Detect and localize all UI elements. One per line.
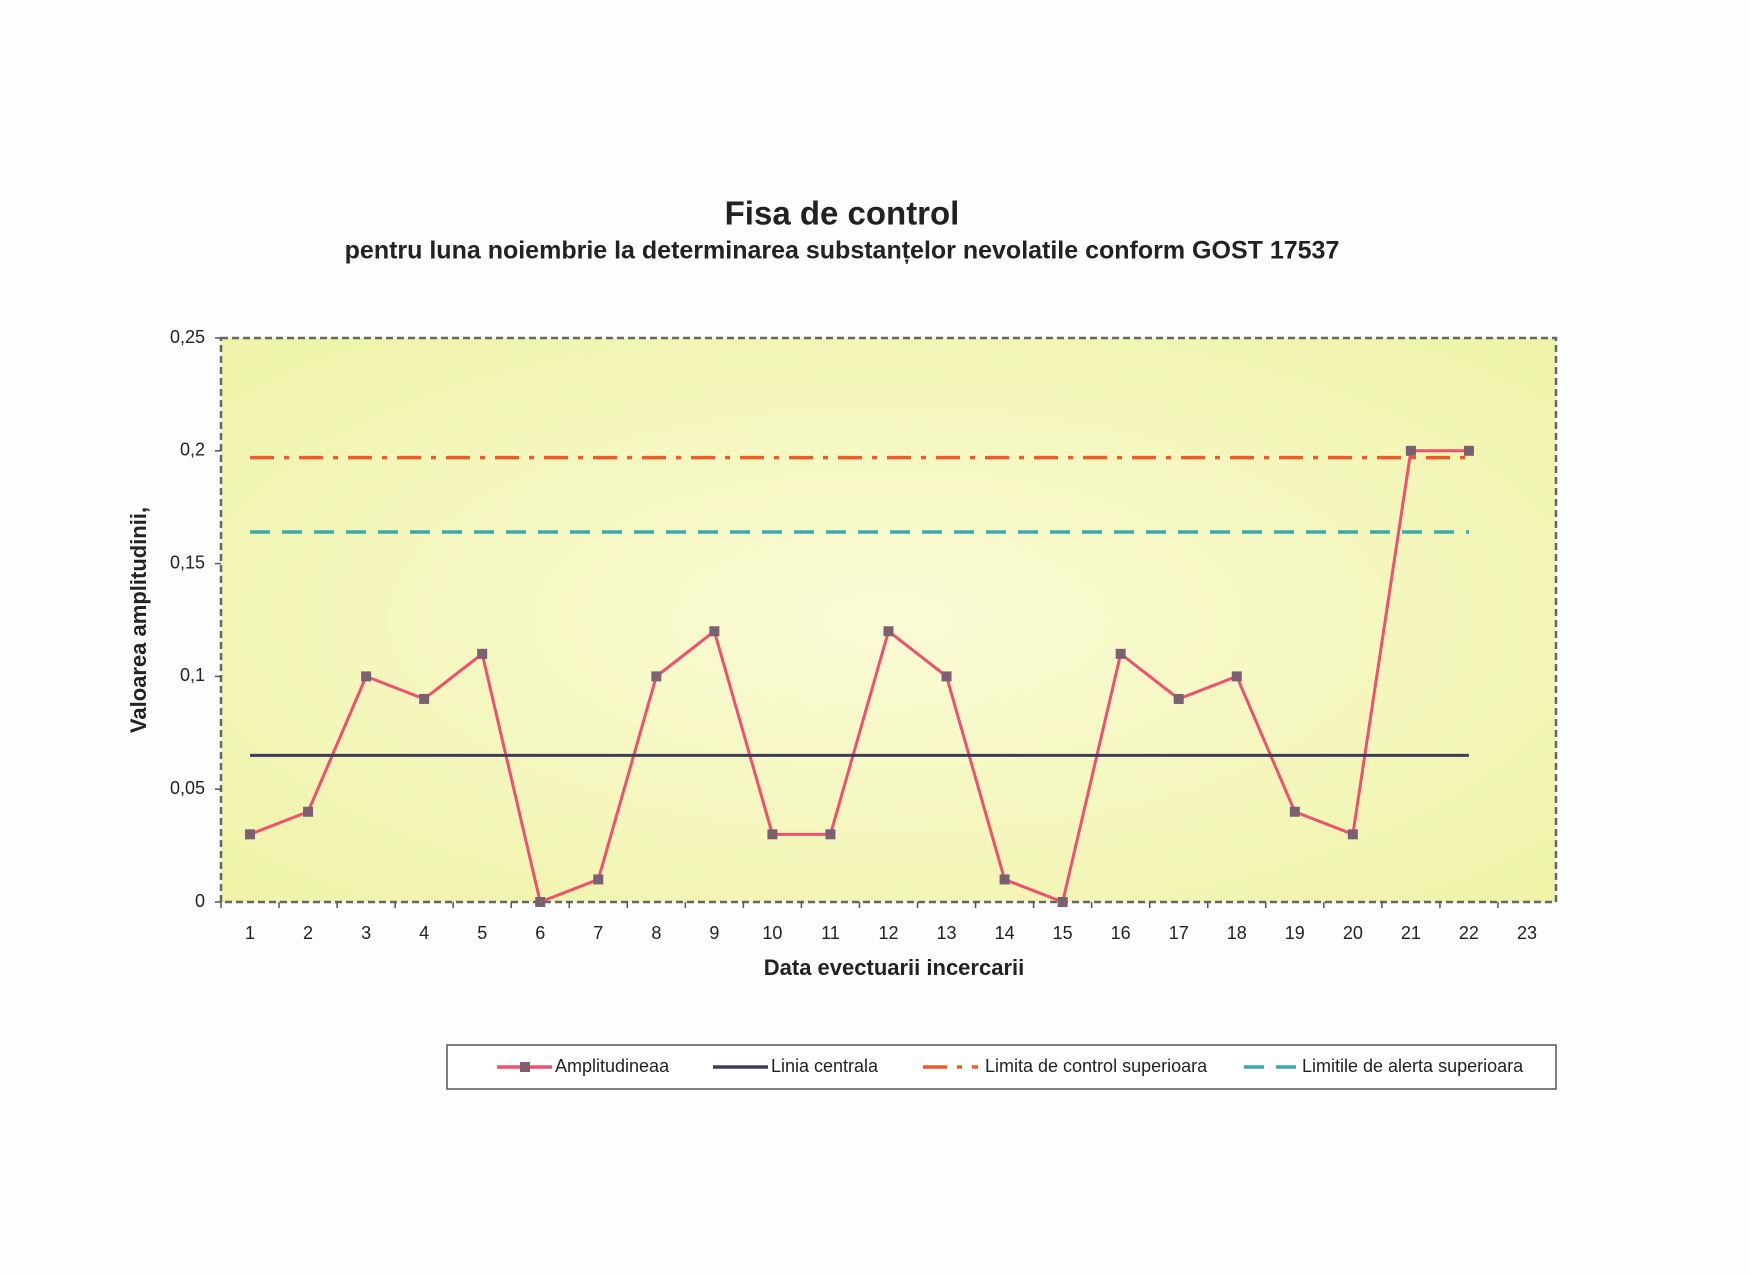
plot-area — [219, 336, 1558, 904]
y-tick-label: 0,1 — [180, 665, 205, 685]
x-tick-label: 9 — [709, 923, 719, 943]
y-axis-label: Valoarea amplitudinii, — [126, 507, 151, 733]
y-tick-label: 0,05 — [170, 778, 205, 798]
x-tick-label: 13 — [937, 923, 957, 943]
series-line — [249, 449, 1469, 905]
point-marker — [1173, 693, 1184, 704]
x-tick-label: 1 — [245, 923, 255, 943]
x-tick-label: 3 — [361, 923, 371, 943]
x-tick-label: 12 — [878, 923, 898, 943]
x-tick-label: 17 — [1169, 923, 1189, 943]
x-tick-label: 18 — [1227, 923, 1247, 943]
legend-label: Linia centrala — [771, 1056, 879, 1076]
point-marker — [1115, 648, 1126, 659]
y-tick-label: 0,15 — [170, 552, 205, 572]
point-marker — [593, 874, 604, 885]
point-marker — [361, 671, 372, 682]
x-tick-label: 4 — [419, 923, 429, 943]
legend-label: Limita de control superioara — [985, 1056, 1208, 1076]
point-marker — [1289, 806, 1300, 817]
x-tick-label: 15 — [1053, 923, 1073, 943]
x-tick-label: 23 — [1517, 923, 1537, 943]
point-marker — [1405, 445, 1416, 456]
chart-title: Fisa de control — [725, 195, 960, 232]
point-marker — [245, 829, 256, 840]
x-tick-label: 8 — [651, 923, 661, 943]
x-tick-label: 7 — [593, 923, 603, 943]
point-marker — [651, 671, 662, 682]
legend-label: Limitile de alerta superioara — [1302, 1056, 1524, 1076]
chart-subtitle: pentru luna noiembrie la determinarea su… — [345, 237, 1340, 265]
x-tick-label: 14 — [995, 923, 1015, 943]
point-marker — [883, 626, 894, 637]
x-tick-label: 19 — [1285, 923, 1305, 943]
x-tick-label: 5 — [477, 923, 487, 943]
x-tick-label: 20 — [1343, 923, 1363, 943]
x-tick-label: 10 — [762, 923, 782, 943]
y-tick-label: 0 — [195, 891, 205, 911]
point-marker — [1057, 897, 1068, 907]
point-marker — [999, 874, 1010, 885]
legend-marker — [520, 1062, 530, 1072]
point-marker — [1347, 829, 1358, 840]
point-marker — [941, 671, 952, 682]
x-tick-label: 21 — [1401, 923, 1421, 943]
point-marker — [303, 806, 314, 817]
x-tick-label: 16 — [1111, 923, 1131, 943]
x-axis-label: Data evectuarii incercarii — [764, 955, 1024, 980]
point-marker — [477, 648, 488, 659]
point-marker — [1231, 671, 1242, 682]
x-tick-label: 2 — [303, 923, 313, 943]
x-tick-label: 22 — [1459, 923, 1479, 943]
point-marker — [535, 897, 546, 907]
point-marker — [825, 829, 836, 840]
x-tick-label: 11 — [821, 923, 840, 943]
legend-label: Amplitudineaa — [555, 1056, 670, 1076]
y-tick-label: 0,2 — [180, 440, 205, 460]
legend-box — [446, 1044, 1557, 1090]
point-marker — [767, 829, 778, 840]
point-marker — [1463, 445, 1474, 456]
y-tick-label: 0,25 — [170, 327, 205, 347]
point-marker — [709, 626, 720, 637]
x-tick-label: 6 — [535, 923, 545, 943]
point-marker — [419, 693, 430, 704]
